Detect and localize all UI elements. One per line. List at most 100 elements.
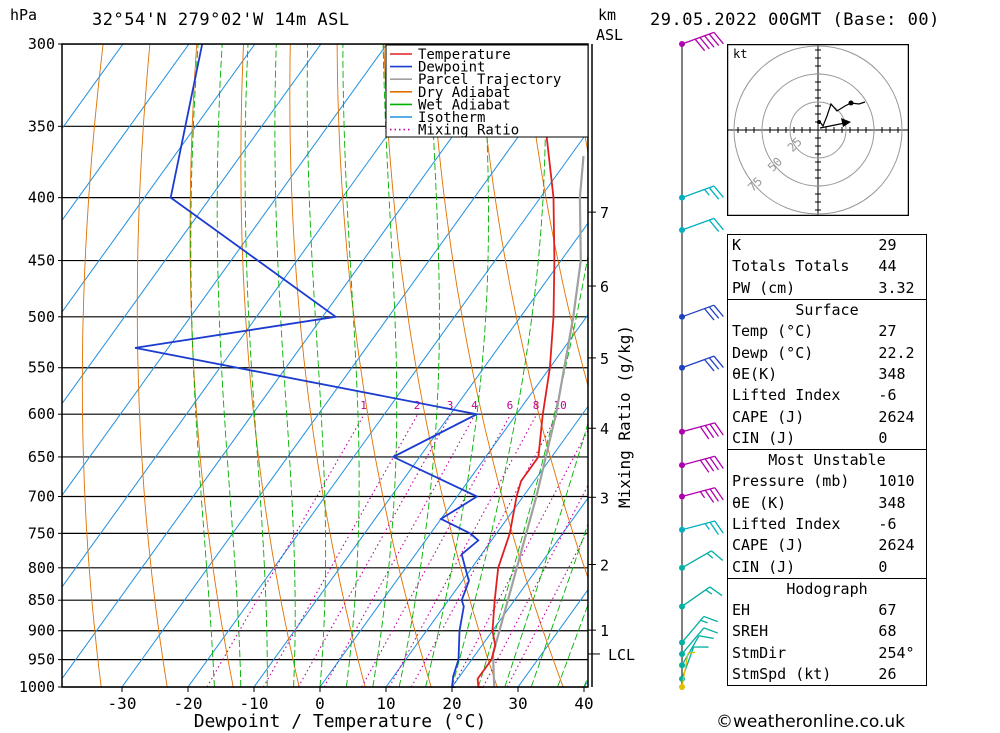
temp-tick-label: -20	[174, 694, 203, 713]
wind-barb-half-feather	[704, 189, 710, 196]
wind-barb-feather	[694, 38, 706, 52]
wind-barb-staff	[681, 355, 715, 369]
copyright-link[interactable]: ©weatheronline.co.uk	[716, 712, 906, 732]
wind-barb-feather	[704, 425, 715, 439]
wind-barb	[679, 635, 714, 669]
pressure-tick-label: 550	[28, 359, 55, 377]
legend-entry: Dry Adiabat	[418, 85, 511, 101]
dry-adiabat	[430, 44, 565, 688]
wet-adiabat	[372, 44, 398, 688]
mixing-ratio-label: 6	[507, 399, 514, 412]
km-tick-label: 5	[600, 350, 609, 368]
wind-barb-feather	[699, 37, 710, 50]
wet-adiabat	[244, 44, 268, 687]
wind-barb-staff	[681, 627, 705, 655]
wind-barb-feather	[714, 487, 724, 501]
hodograph-ring	[761, 73, 875, 187]
isotherm-line	[62, 44, 124, 130]
legend-entry: Temperature	[418, 47, 511, 63]
index-value: 2624	[878, 407, 915, 426]
wind-barb-staff	[681, 455, 716, 466]
hodograph-ring	[733, 45, 903, 215]
wet-adiabat	[398, 44, 440, 688]
wind-barb	[679, 586, 723, 610]
km-tick-label: 6	[600, 278, 609, 296]
pressure-tick-label: 450	[28, 252, 55, 270]
pressure-tick-label: 700	[28, 488, 55, 506]
index-value: 27	[878, 322, 897, 341]
pressure-tick-label: 850	[28, 591, 55, 609]
km-tick-label: 1	[600, 622, 609, 640]
wet-adiabat	[477, 253, 588, 688]
asl-unit-label: ASL	[596, 26, 624, 44]
hodograph-title: Hodograph	[786, 579, 868, 598]
isotherm-line	[186, 130, 588, 688]
wind-barb-staff	[681, 653, 689, 688]
index-label: SREH	[732, 622, 769, 641]
hodograph-point	[848, 100, 854, 106]
pressure-tick-label: 500	[28, 308, 55, 326]
index-label: θE (K)	[732, 493, 787, 512]
lcl-label: LCL	[608, 646, 635, 664]
mixing-ratio-label: 3	[447, 399, 454, 412]
wind-barb	[679, 422, 724, 440]
index-value: -6	[878, 386, 897, 405]
wind-barb	[679, 627, 719, 657]
dry-adiabat	[136, 44, 168, 688]
wind-barb-half-feather	[704, 523, 710, 531]
index-label: PW (cm)	[732, 278, 796, 297]
pressure-tick-label: 300	[28, 35, 55, 53]
storm-motion-arrow	[841, 118, 851, 127]
wind-barb-staff	[681, 217, 715, 231]
mixing-ratio-line	[506, 528, 588, 688]
wind-barb-feather	[699, 459, 710, 473]
km-tick-label: 7	[600, 204, 609, 222]
wind-barb-feather	[708, 357, 720, 370]
legend-entry: Dewpoint	[418, 60, 485, 76]
pressure-tick-label: 350	[28, 117, 55, 135]
wind-barb-feather	[703, 627, 719, 634]
hodograph-section: Hodograph EH 67 SREH 68 StmDir 254° StmSpd …	[727, 578, 927, 686]
pressure-tick-label: 400	[28, 189, 55, 207]
wind-barb-feather	[699, 426, 710, 440]
index-label: CAPE (J)	[732, 536, 805, 555]
wind-barb-staff	[681, 616, 705, 643]
index-label: EH	[732, 601, 751, 620]
index-label: Temp (°C)	[732, 322, 814, 341]
wind-barb-half-feather	[700, 619, 708, 624]
location-title: 32°54'N 279°02'W 14m ASL	[92, 10, 350, 30]
wind-barb-staff	[681, 635, 700, 666]
mixing-ratio-label: 1	[360, 399, 367, 412]
mixing-ratio-line	[323, 413, 476, 688]
index-label: Pressure (mb)	[732, 472, 850, 491]
datetime-title: 29.05.2022 00GMT (Base: 00)	[650, 10, 940, 30]
isotherm-line	[62, 44, 388, 497]
mixing-ratio-label: 2	[414, 399, 421, 412]
pressure-tick-label: 1000	[19, 678, 55, 696]
dry-adiabat	[81, 44, 104, 688]
index-value: 44	[878, 257, 897, 276]
temp-tick-label: 40	[574, 694, 593, 713]
most-unstable-section: Most Unstable Pressure (mb) 1010 θE (K) 34…	[727, 449, 927, 579]
pressure-tick-label: 750	[28, 524, 55, 542]
wet-adiabat	[306, 44, 327, 688]
wind-barb-feather	[708, 187, 720, 200]
surface-title: Surface	[795, 301, 859, 320]
temp-tick-label: 0	[315, 694, 325, 713]
index-row-totals: Totals Totals 44	[728, 256, 927, 277]
dry-adiabat	[383, 44, 499, 688]
index-value: -6	[878, 515, 897, 533]
wind-barb-feather	[708, 306, 720, 319]
wind-barb-feather	[713, 217, 724, 231]
surface-section: Surface Temp (°C) 27 Dewp (°C) 22.2 θE(K) 3…	[727, 299, 927, 450]
wind-barb-feather	[703, 615, 719, 623]
wind-barb-feather	[704, 35, 715, 48]
dry-adiabat	[289, 44, 366, 688]
wind-barb-staff	[681, 487, 716, 498]
wind-barb-feather	[713, 31, 724, 45]
isotherm-line	[384, 405, 588, 688]
legend-entry: Parcel Trajectory	[418, 72, 561, 88]
wind-barb-staff	[681, 422, 716, 433]
wind-barb-feather	[704, 489, 715, 503]
mixing-ratio-line	[262, 413, 419, 688]
